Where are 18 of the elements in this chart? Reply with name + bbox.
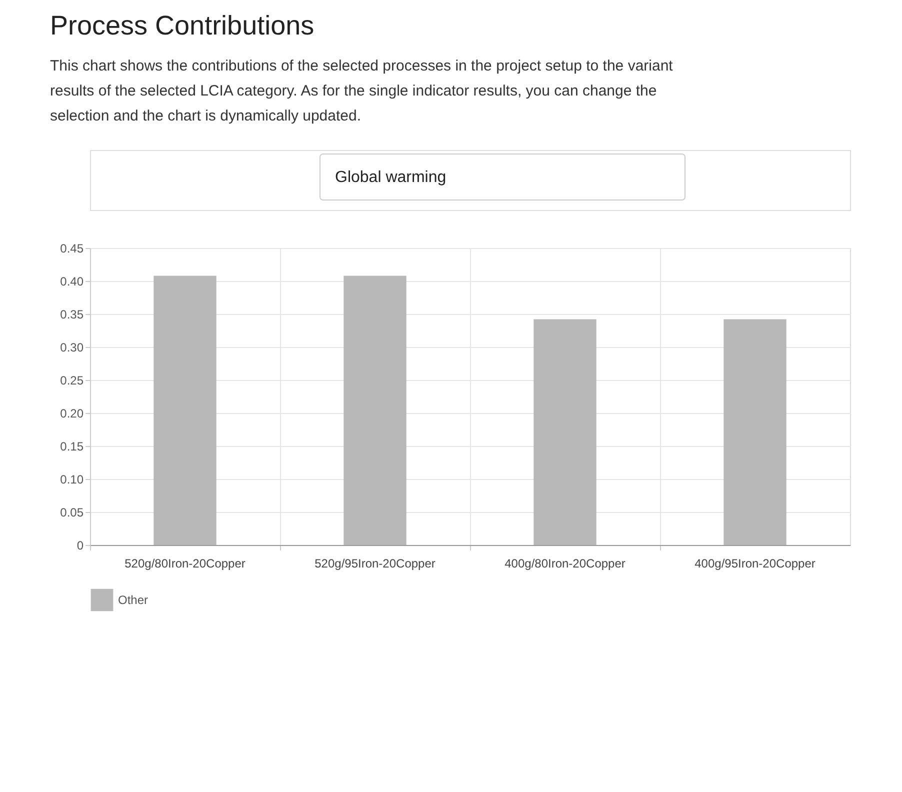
text: Global warming <box>335 169 446 186</box>
x-tick-label: 520g/95Iron-20Copper <box>314 556 436 570</box>
y-tick-label: 0.15 <box>60 440 84 454</box>
x-tick-label: 400g/95Iron-20Copper <box>694 556 816 570</box>
y-tick-label: 0.30 <box>60 340 84 354</box>
chart-title: Process Contributions <box>50 10 314 40</box>
y-tick-label: 0 <box>76 538 84 552</box>
y-tick-label: 0.20 <box>60 406 84 420</box>
chart-subtitle: This chart shows the contributions of the selected processes in the project setup to the variant results of the selected LCIA category. As for the single indicator results, you can change the selection and the chart is dynamically updated. <box>50 58 674 124</box>
legend-label: Other <box>118 593 148 607</box>
y-tick-label: 0.40 <box>60 274 84 288</box>
y-tick-label: 0.35 <box>60 308 84 322</box>
y-tick-label: 0.45 <box>60 242 84 256</box>
x-tick-label: 400g/80Iron-20Copper <box>504 556 626 570</box>
y-tick-label: 0.25 <box>60 374 84 388</box>
y-tick-label: 0.10 <box>60 472 84 486</box>
y-tick-label: 0.05 <box>60 506 84 520</box>
x-tick-label: 520g/80Iron-20Copper <box>124 556 246 570</box>
